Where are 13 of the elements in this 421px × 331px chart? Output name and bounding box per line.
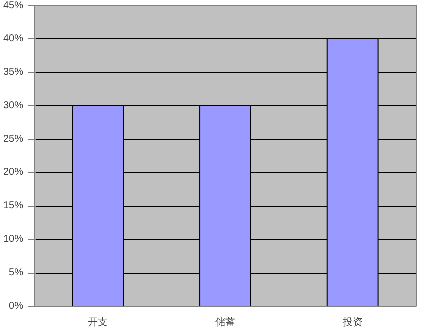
y-tick-label: 45% bbox=[3, 0, 24, 12]
y-tick-label: 25% bbox=[3, 134, 24, 145]
y-tick-label: 40% bbox=[3, 33, 24, 44]
y-tick-label: 5% bbox=[9, 268, 24, 279]
y-tick-label: 0% bbox=[9, 301, 24, 312]
y-tick-label: 15% bbox=[3, 200, 24, 212]
x-tick-label: 投资 bbox=[342, 316, 363, 328]
y-tick-label: 30% bbox=[3, 100, 24, 112]
x-tick-label: 储蓄 bbox=[216, 316, 236, 328]
y-tick-label: 10% bbox=[3, 234, 24, 246]
y-tick-label: 20% bbox=[3, 167, 24, 178]
y-tick-label: 35% bbox=[3, 66, 24, 78]
x-tick-label: 开支 bbox=[88, 316, 108, 328]
